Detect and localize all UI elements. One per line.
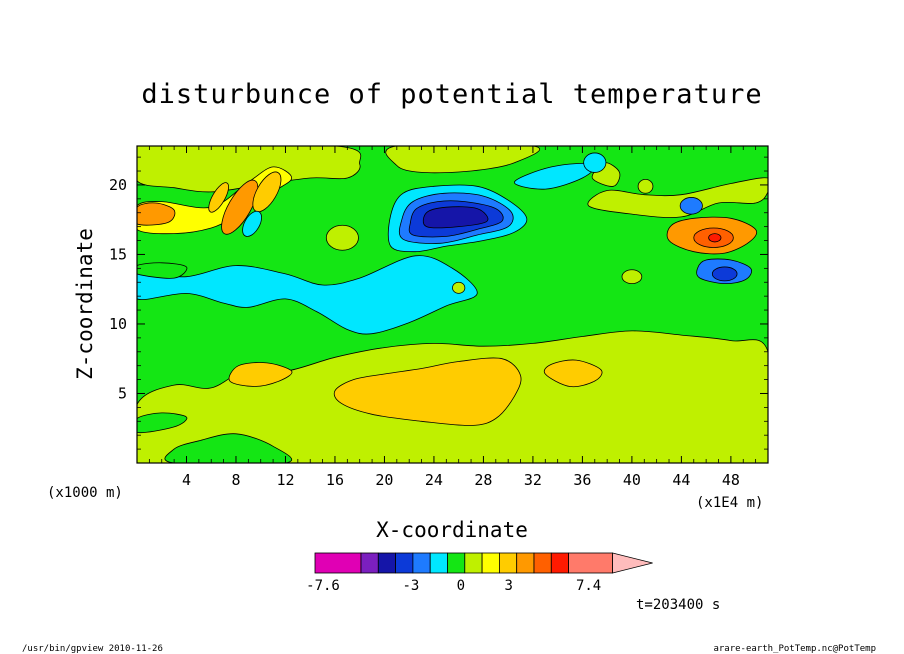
small-warm-3 bbox=[621, 269, 643, 285]
cold-right-upper bbox=[679, 197, 703, 215]
plot-frame bbox=[136, 145, 769, 464]
footer-left: /usr/bin/gpview 2010-11-26 bbox=[22, 644, 163, 654]
colorbar-tick-label: -3 bbox=[402, 578, 419, 594]
warm-right-max bbox=[708, 233, 722, 243]
x-tick-label: 40 bbox=[623, 471, 641, 489]
warm-top-mid bbox=[385, 146, 541, 174]
wave-cold-1 bbox=[242, 210, 262, 237]
cold-tongue-mid bbox=[137, 255, 478, 335]
x-tick-label: 28 bbox=[474, 471, 492, 489]
warm-max-center bbox=[333, 357, 522, 426]
warm-blob-right bbox=[543, 359, 603, 388]
x-axis-label: X-coordinate bbox=[376, 518, 528, 542]
wave-gold-3 bbox=[208, 182, 229, 213]
colorbar-tick-label: -7.6 bbox=[306, 578, 340, 594]
colorbar-box bbox=[464, 552, 483, 574]
y-tick-label: 15 bbox=[109, 245, 127, 263]
y-axis-ticks: 5 10 15 20 bbox=[109, 156, 768, 450]
colorbar-box bbox=[360, 552, 379, 574]
warm-upper-right bbox=[587, 177, 768, 218]
small-warm-4 bbox=[452, 281, 466, 294]
colorbar-box bbox=[550, 552, 569, 574]
colorbar-box bbox=[429, 552, 448, 574]
cold-right-core bbox=[711, 266, 738, 282]
x-axis-ticks: 4 8 12 16 20 24 28 32 36 40 44 48 bbox=[148, 146, 757, 489]
colorbar-tick-label: 3 bbox=[504, 578, 512, 594]
wave-orange-1 bbox=[221, 179, 259, 235]
colorbar-box bbox=[481, 552, 500, 574]
contour-fills bbox=[137, 146, 768, 463]
colorbar-box bbox=[516, 552, 535, 574]
y-tick-label: 20 bbox=[109, 176, 127, 194]
x-scale-label: (x1E4 m) bbox=[696, 495, 763, 511]
colorbar-tick-labels: -7.6 -3 0 3 7.4 bbox=[306, 578, 601, 594]
colorbar-box bbox=[314, 552, 362, 574]
colorbar-box bbox=[533, 552, 552, 574]
y-axis-label: Z-coordinate bbox=[73, 228, 97, 380]
bottom-green-gap-1 bbox=[164, 433, 293, 463]
x-tick-label: 32 bbox=[524, 471, 542, 489]
x-tick-label: 8 bbox=[231, 471, 240, 489]
x-tick-label: 24 bbox=[425, 471, 443, 489]
colorbar-box bbox=[568, 552, 613, 574]
chart-title: disturbunce of potential temperature bbox=[141, 79, 762, 110]
colorbar-extend-triangle bbox=[612, 552, 653, 574]
y-tick-label: 5 bbox=[118, 384, 127, 402]
colorbar-tick-label: 0 bbox=[457, 578, 465, 594]
small-cold-1 bbox=[583, 152, 607, 173]
left-green-streak bbox=[137, 412, 188, 434]
colorbar-box bbox=[498, 552, 518, 574]
warm-top-left bbox=[137, 146, 362, 193]
colorbar-tick-label: 7.4 bbox=[576, 578, 601, 594]
y-tick-label: 10 bbox=[109, 315, 127, 333]
wave-orange-edge bbox=[137, 202, 176, 226]
x-tick-label: 44 bbox=[672, 471, 690, 489]
x-tick-label: 48 bbox=[722, 471, 740, 489]
time-label: t=203400 s bbox=[636, 597, 720, 613]
footer-right: arare-earth_PotTemp.nc@PotTemp bbox=[713, 644, 876, 654]
x-tick-label: 36 bbox=[573, 471, 591, 489]
x-tick-label: 20 bbox=[375, 471, 393, 489]
plot-area bbox=[137, 146, 768, 463]
colorbar bbox=[314, 552, 653, 574]
x-tick-label: 16 bbox=[326, 471, 344, 489]
cold-upper-min bbox=[422, 206, 489, 229]
colorbar-box bbox=[395, 552, 414, 574]
colorbar-box bbox=[412, 552, 431, 574]
green-patch-left bbox=[137, 262, 188, 279]
x-tick-label: 4 bbox=[182, 471, 191, 489]
small-warm-2 bbox=[637, 178, 654, 194]
warm-blob-left bbox=[228, 362, 293, 387]
x-unit-label: (x1000 m) bbox=[47, 485, 123, 501]
small-warm-1 bbox=[325, 224, 359, 251]
x-tick-label: 12 bbox=[276, 471, 294, 489]
colorbar-box bbox=[377, 552, 396, 574]
colorbar-box bbox=[447, 552, 466, 574]
